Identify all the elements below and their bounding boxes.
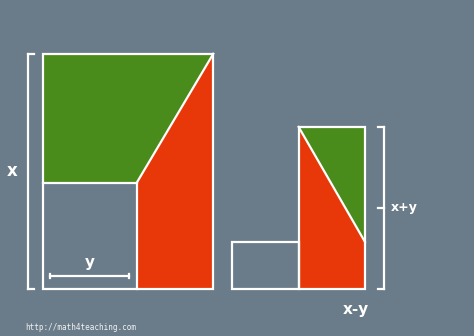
Text: y: y xyxy=(84,255,95,269)
Text: http://math4teaching.com: http://math4teaching.com xyxy=(25,323,136,332)
Bar xyxy=(232,242,299,289)
Text: x-y: x-y xyxy=(342,302,369,317)
Bar xyxy=(43,54,213,289)
Bar xyxy=(299,127,365,289)
Text: x+y: x+y xyxy=(391,202,418,214)
Text: x: x xyxy=(7,162,17,180)
